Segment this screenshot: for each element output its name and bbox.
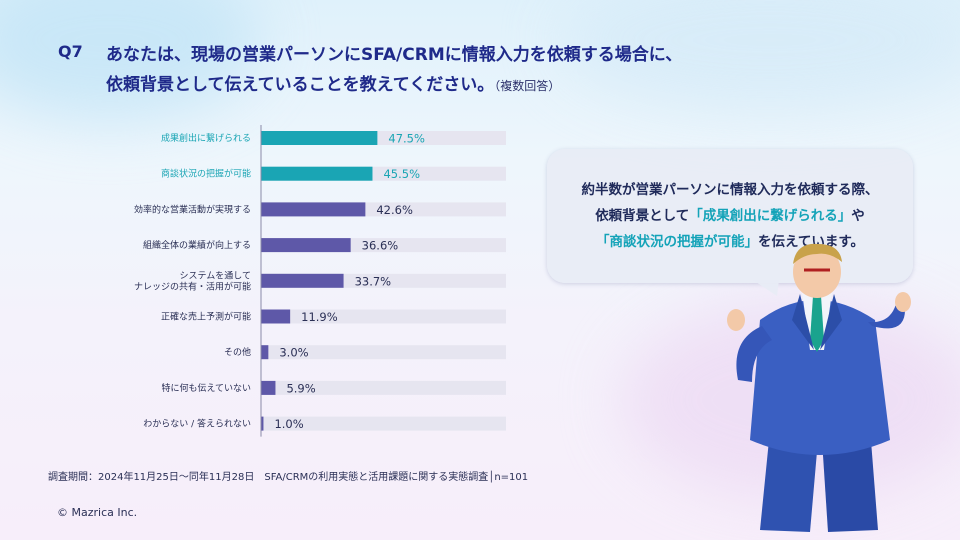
bar [261, 345, 269, 360]
businessman-illustration [727, 243, 911, 532]
survey-note: 調査期間：2024年11月25日～同年11月28日 SFA/CRMの利用実態と活… [48, 472, 529, 483]
bubble-highlight-1: 「成果創出に繋げられる」 [689, 208, 852, 224]
category-label: 特に何も伝えていない [161, 382, 251, 394]
bar [261, 202, 366, 217]
data-label: 45.5% [383, 167, 420, 181]
category-label: その他 [224, 346, 251, 358]
bubble-tail [753, 280, 779, 296]
category-label: 成果創出に繋げられる [161, 132, 251, 144]
bubble-line-2: 依頼背景として「成果創出に繋げられる」や [547, 203, 913, 229]
speech-bubble: 約半数が営業パーソンに情報入力を依頼する際、 依頼背景として「成果創出に繋げられ… [547, 149, 913, 283]
bar-track [261, 345, 506, 360]
bar [261, 238, 351, 253]
bar [261, 380, 276, 395]
data-label: 33.7% [355, 274, 392, 288]
bar [261, 309, 291, 324]
bubble-line-1: 約半数が営業パーソンに情報入力を依頼する際、 [581, 182, 879, 198]
bubble-line-2-pre: 依頼背景として [595, 208, 690, 224]
bar-track [261, 380, 506, 395]
data-label: 42.6% [376, 203, 413, 217]
multiple-answer-note: （複数回答） [494, 79, 561, 93]
bubble-line-3-post: を伝えています。 [758, 234, 864, 250]
category-label: システムを通して [180, 270, 251, 281]
data-label: 11.9% [301, 310, 338, 324]
bubble-line-2-post: や [851, 208, 865, 224]
bar [261, 416, 264, 431]
copyright: © Mazrica Inc. [57, 506, 138, 519]
bar [261, 273, 344, 288]
data-label: 36.6% [362, 239, 399, 253]
question-line-1: あなたは、現場の営業パーソンにSFA/CRMに情報入力を依頼する場合に、 [106, 45, 683, 65]
data-label: 47.5% [388, 132, 425, 146]
category-label: わからない / 答えられない [143, 418, 251, 430]
data-label: 5.9% [286, 381, 315, 395]
bar-track [261, 309, 506, 324]
bubble-text: 約半数が営業パーソンに情報入力を依頼する際、 依頼背景として「成果創出に繋げられ… [547, 177, 913, 255]
category-label: ナレッジの共有・活用が可能 [134, 280, 251, 292]
bubble-highlight-2: 「商談状況の把握が可能」 [596, 234, 758, 250]
bar [261, 131, 378, 145]
bubble-line-3: 「商談状況の把握が可能」を伝えています。 [547, 229, 913, 255]
category-label: 効率的な営業活動が実現する [134, 203, 251, 215]
question-line-2: 依頼背景として伝えていることを教えてください。（複数回答） [106, 70, 560, 95]
data-label: 1.0% [274, 417, 303, 431]
category-label: 組織全体の業績が向上する [143, 239, 251, 251]
data-label: 3.0% [279, 346, 308, 360]
category-label: 正確な売上予測が可能 [161, 311, 251, 323]
question-number: Q7 [58, 42, 83, 61]
bar-track [261, 416, 506, 431]
category-label: 商談状況の把握が可能 [161, 168, 251, 180]
bar [261, 166, 373, 181]
question-line-2-text: 依頼背景として伝えていることを教えてください。 [106, 75, 495, 95]
